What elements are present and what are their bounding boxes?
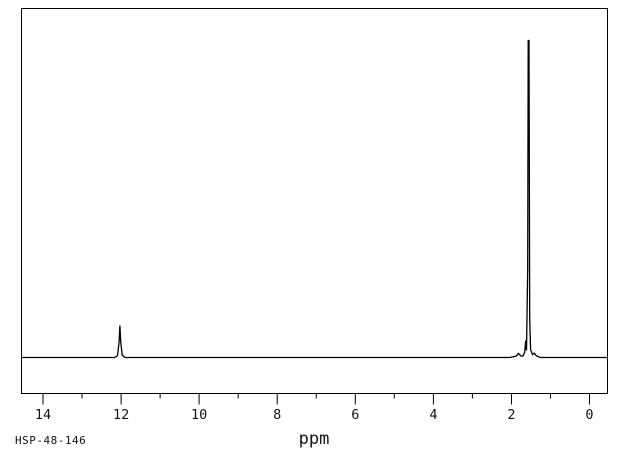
x-axis-tick-label: 6 [351,407,359,423]
spectrum-id-label: HSP-48-146 [15,434,87,447]
x-axis-tick-label: 8 [273,407,281,423]
plot-frame [21,8,608,394]
x-axis-tick-label: 4 [429,407,437,423]
spectrum-trace [21,39,608,359]
x-axis-tick-label: 2 [507,407,515,423]
x-axis-tick-label: 0 [585,407,593,423]
x-axis-tick-label: 10 [191,407,207,423]
x-axis-label: ppm [298,429,330,449]
x-axis-tick-label: 12 [113,407,129,423]
x-axis-tick-label: 14 [35,407,51,423]
